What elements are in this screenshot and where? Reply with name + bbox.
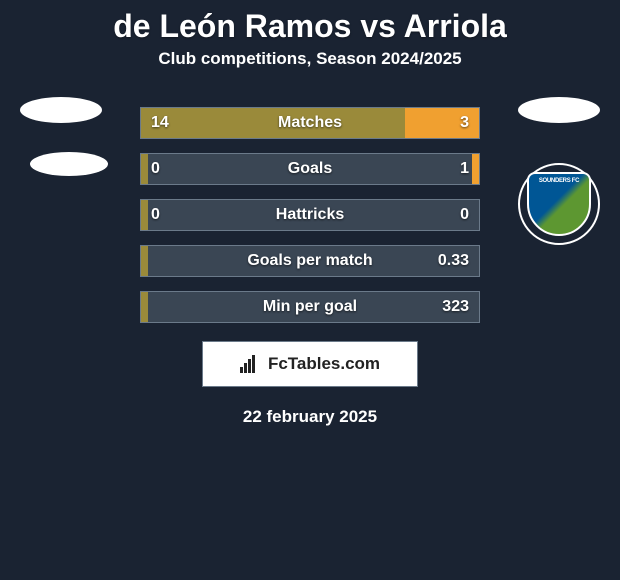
stat-value-right: 1 <box>460 160 469 178</box>
stat-row: 0 Goals 1 <box>140 153 480 185</box>
stat-value-left: 0 <box>151 160 160 178</box>
stat-fill-left <box>141 108 405 138</box>
stat-row: Goals per match 0.33 <box>140 245 480 277</box>
stat-row: Min per goal 323 <box>140 291 480 323</box>
stat-value-left: 14 <box>151 114 169 132</box>
sounders-badge-label: SOUNDERS FC <box>529 178 589 184</box>
stat-value-right: 3 <box>460 114 469 132</box>
team-logo-right-1 <box>518 97 600 123</box>
team-logo-right-2: SOUNDERS FC <box>518 163 600 245</box>
stat-label: Hattricks <box>276 206 344 224</box>
page-title: de León Ramos vs Arriola <box>0 8 620 45</box>
stat-label: Goals per match <box>247 252 372 270</box>
subtitle: Club competitions, Season 2024/2025 <box>0 49 620 69</box>
branding-box[interactable]: FcTables.com <box>202 341 418 387</box>
date-label: 22 february 2025 <box>0 407 620 427</box>
stat-value-right: 0 <box>460 206 469 224</box>
sounders-badge-icon: SOUNDERS FC <box>527 172 591 236</box>
stat-label: Matches <box>278 114 342 132</box>
stat-fill-right <box>472 154 479 184</box>
stat-label: Min per goal <box>263 298 357 316</box>
fctables-icon <box>240 355 262 373</box>
stat-row: 0 Hattricks 0 <box>140 199 480 231</box>
stat-label: Goals <box>288 160 332 178</box>
stat-fill-left <box>141 154 148 184</box>
team-logo-left-1 <box>20 97 102 123</box>
stat-fill-left <box>141 246 148 276</box>
team-logo-left-2 <box>30 152 108 176</box>
stat-value-right: 323 <box>442 298 469 316</box>
stat-value-right: 0.33 <box>438 252 469 270</box>
stat-fill-left <box>141 292 148 322</box>
stat-fill-left <box>141 200 148 230</box>
comparison-card: de León Ramos vs Arriola Club competitio… <box>0 0 620 427</box>
stat-value-left: 0 <box>151 206 160 224</box>
stat-row: 14 Matches 3 <box>140 107 480 139</box>
stats-area: SOUNDERS FC 14Matches30Goals10Hattricks0… <box>0 107 620 323</box>
branding-label: FcTables.com <box>268 354 380 374</box>
